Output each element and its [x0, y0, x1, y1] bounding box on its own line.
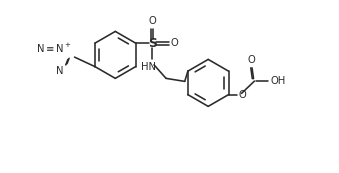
Text: O: O [247, 55, 255, 65]
Text: N$\equiv$N$^+$: N$\equiv$N$^+$ [36, 42, 72, 55]
Text: O: O [238, 90, 246, 100]
Text: S: S [148, 37, 157, 50]
Text: N: N [57, 66, 64, 76]
Text: O: O [148, 16, 156, 26]
Text: HN: HN [141, 62, 156, 72]
Text: O: O [171, 38, 179, 48]
Text: OH: OH [271, 76, 286, 86]
